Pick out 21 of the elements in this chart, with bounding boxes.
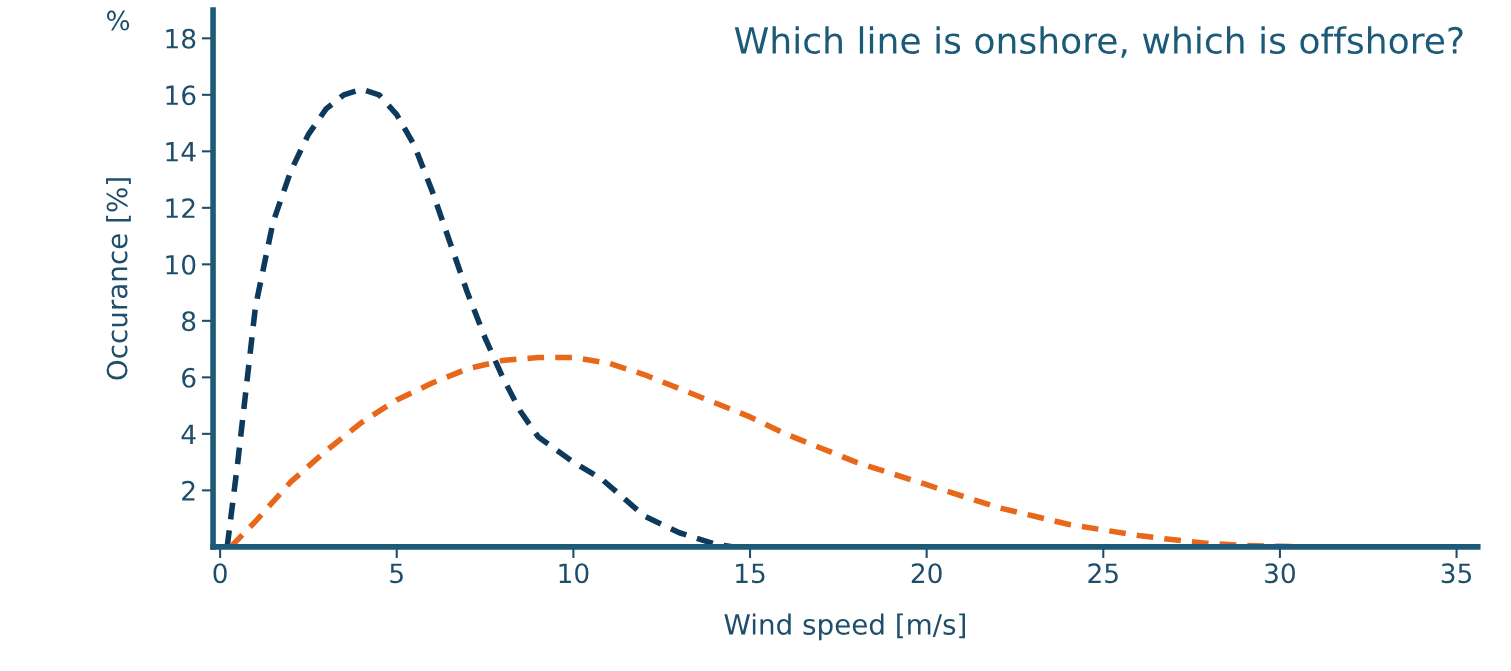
y-tick-label: 18 bbox=[166, 28, 196, 49]
y-tick-label: 4 bbox=[181, 424, 196, 444]
y-tick-label: 2 bbox=[182, 480, 195, 501]
y-tick-label: 16 bbox=[166, 85, 196, 106]
x-tick-label: 0 bbox=[213, 563, 227, 584]
x-axis-title: Wind speed [m/s] bbox=[724, 613, 965, 641]
x-tick-label: 15 bbox=[736, 563, 765, 584]
y-tick-label: 8 bbox=[182, 311, 196, 332]
x-tick-label: 20 bbox=[911, 563, 942, 584]
text: % bbox=[107, 10, 130, 31]
y-tick-label: 14 bbox=[166, 142, 196, 162]
x-tick-label: 5 bbox=[390, 563, 403, 584]
x-tick-label: 30 bbox=[1265, 563, 1295, 584]
x-tick-label: 10 bbox=[559, 563, 589, 584]
x-tick-label: 35 bbox=[1441, 563, 1472, 584]
chart-title: Which line is onshore, which is offshore? bbox=[734, 26, 1463, 58]
x-tick-label: 25 bbox=[1088, 563, 1118, 584]
y-axis-title: Occurance [%] bbox=[106, 178, 131, 380]
y-tick-label: 12 bbox=[166, 198, 195, 218]
y-tick-label: 10 bbox=[166, 254, 196, 275]
y-tick-label: 6 bbox=[182, 367, 196, 388]
